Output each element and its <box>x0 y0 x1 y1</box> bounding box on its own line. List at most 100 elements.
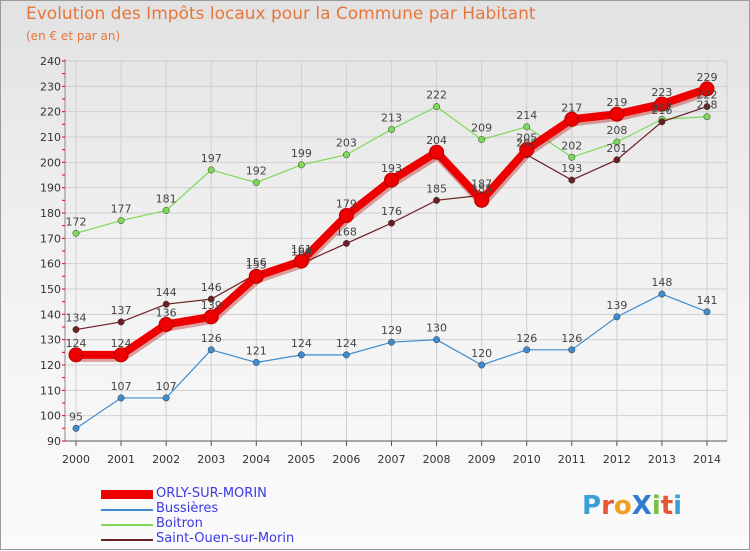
chart-subtitle: (en € et par an) <box>26 29 121 43</box>
data-label: 203 <box>516 137 537 150</box>
y-tick-label: 150 <box>40 283 61 296</box>
data-label: 214 <box>516 109 537 122</box>
x-tick-label: 2003 <box>197 453 225 466</box>
y-tick-label: 180 <box>40 207 61 220</box>
data-point <box>429 144 445 160</box>
data-point <box>117 318 125 326</box>
series-orly-sur-morin <box>68 81 715 363</box>
data-label: 202 <box>561 139 582 152</box>
data-point <box>433 336 441 344</box>
data-point <box>384 172 399 188</box>
x-tick-label: 2004 <box>242 453 270 466</box>
data-point <box>203 309 219 325</box>
legend-swatch-bussieres <box>101 509 153 511</box>
data-label: 124 <box>291 337 312 350</box>
data-label: 134 <box>66 312 87 325</box>
data-point <box>609 106 625 122</box>
data-point <box>162 207 170 214</box>
data-label: 223 <box>651 86 672 99</box>
y-tick-label: 120 <box>40 359 61 372</box>
data-label: 172 <box>66 215 87 228</box>
data-point <box>519 142 535 158</box>
x-tick-label: 2011 <box>558 453 586 466</box>
data-point <box>478 361 486 369</box>
data-point <box>252 359 260 366</box>
y-tick-label: 200 <box>40 156 61 169</box>
data-label: 126 <box>561 332 582 345</box>
data-point <box>297 161 305 169</box>
data-label: 204 <box>426 134 447 147</box>
data-label: 213 <box>381 111 402 124</box>
data-point <box>388 125 395 133</box>
data-label: 187 <box>471 177 492 190</box>
data-label: 141 <box>697 294 718 307</box>
x-tick-label: 2001 <box>107 453 135 466</box>
x-tick-label: 2010 <box>513 453 541 466</box>
y-tick-label: 160 <box>40 258 61 271</box>
data-point <box>207 166 215 174</box>
data-label: 209 <box>471 122 492 135</box>
data-label: 160 <box>291 246 312 259</box>
data-label: 156 <box>246 256 267 269</box>
data-point <box>117 217 125 225</box>
data-label: 217 <box>561 101 582 114</box>
data-point <box>117 394 125 402</box>
data-point <box>297 351 305 359</box>
data-label: 201 <box>606 142 627 155</box>
data-label: 107 <box>156 380 177 393</box>
y-tick-label: 170 <box>40 232 61 245</box>
data-label: 222 <box>697 89 718 102</box>
data-point <box>658 118 666 126</box>
data-point <box>248 268 264 284</box>
x-tick-label: 2000 <box>62 453 90 466</box>
data-label: 107 <box>111 380 132 393</box>
x-tick-label: 2009 <box>468 453 496 466</box>
data-label: 137 <box>111 304 132 317</box>
data-point <box>703 308 711 316</box>
data-point <box>388 338 395 346</box>
data-point <box>478 136 486 143</box>
x-tick-label: 2006 <box>332 453 360 466</box>
data-point <box>338 208 354 224</box>
data-label: 139 <box>606 299 627 312</box>
data-label: 217 <box>651 101 672 114</box>
y-tick-label: 220 <box>40 106 61 119</box>
data-point <box>342 151 350 159</box>
data-point <box>658 290 666 298</box>
data-label: 185 <box>426 182 447 195</box>
data-point <box>162 300 170 308</box>
data-label: 126 <box>516 332 537 345</box>
data-label: 130 <box>426 322 447 335</box>
data-point <box>252 179 260 187</box>
data-label: 126 <box>201 332 222 345</box>
data-label: 120 <box>471 347 492 360</box>
y-tick-label: 230 <box>40 80 61 93</box>
legend-swatch-orly <box>101 490 153 499</box>
data-labels: 172 177 181 197 192 199 203 213 222 209 214 202 208 2… <box>66 71 718 423</box>
data-label: 203 <box>336 137 357 150</box>
data-point <box>654 96 670 112</box>
data-label: 208 <box>606 124 627 137</box>
data-label: 193 <box>381 162 402 175</box>
legend-swatch-boitron <box>101 524 153 526</box>
data-point <box>568 346 576 354</box>
legend-label-orly: ORLY-SUR-MORIN <box>156 486 267 501</box>
y-tick-label: 210 <box>40 131 61 144</box>
data-label: 205 <box>516 132 537 145</box>
data-label: 129 <box>381 324 402 337</box>
legend-label-saint-ouen: Saint-Ouen-sur-Morin <box>156 531 295 546</box>
data-label: 121 <box>246 344 267 357</box>
data-point <box>474 192 490 208</box>
data-point <box>113 347 129 363</box>
data-point <box>613 138 621 146</box>
data-point <box>72 326 80 333</box>
x-tick-label: 2005 <box>287 453 315 466</box>
data-point <box>158 316 174 332</box>
grid <box>65 60 728 442</box>
data-label: 144 <box>156 286 177 299</box>
data-label: 168 <box>336 225 357 238</box>
data-point <box>613 313 621 321</box>
data-label: 136 <box>156 306 177 319</box>
x-tick-label: 2002 <box>152 453 180 466</box>
y-tick-label: 100 <box>40 410 61 423</box>
